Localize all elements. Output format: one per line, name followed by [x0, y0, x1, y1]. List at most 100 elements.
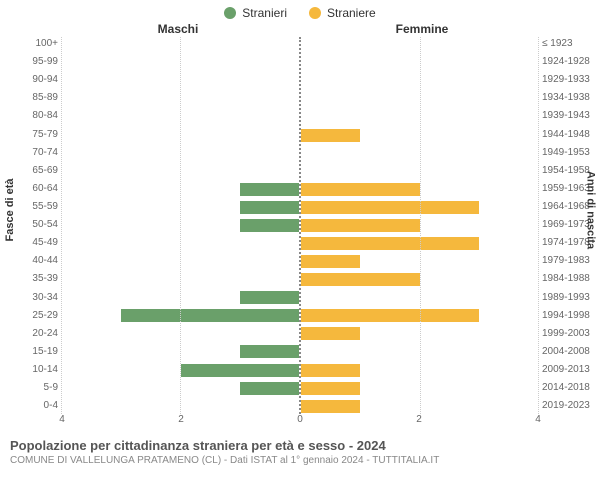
age-label: 30-34 — [4, 290, 58, 306]
legend-label-male: Stranieri — [242, 6, 287, 20]
bar-row — [301, 380, 538, 396]
bar-female — [301, 183, 420, 196]
legend-item-male: Stranieri — [224, 6, 287, 20]
birth-label: 1924-1928 — [542, 54, 596, 70]
bar-row — [62, 91, 299, 107]
bar-row — [301, 145, 538, 161]
bar-row — [301, 163, 538, 179]
plot-area: 100+95-9990-9485-8980-8475-7970-7465-696… — [0, 36, 600, 414]
bar-male — [121, 309, 299, 322]
bar-male — [240, 291, 299, 304]
legend-swatch-male — [224, 7, 236, 19]
bar-row — [301, 362, 538, 378]
bar-male — [181, 364, 300, 377]
birth-label: 2004-2008 — [542, 344, 596, 360]
bar-row — [301, 308, 538, 324]
age-label: 40-44 — [4, 253, 58, 269]
bar-female — [301, 400, 360, 413]
age-label: 85-89 — [4, 90, 58, 106]
bar-male — [240, 219, 299, 232]
bar-row — [62, 163, 299, 179]
legend-label-female: Straniere — [327, 6, 376, 20]
age-label: 95-99 — [4, 54, 58, 70]
age-label: 75-79 — [4, 127, 58, 143]
bar-row — [301, 236, 538, 252]
age-label: 100+ — [4, 36, 58, 52]
x-tick: 2 — [416, 414, 422, 425]
legend-item-female: Straniere — [309, 6, 376, 20]
x-axis-ticks: 42024 — [62, 414, 538, 432]
bar-row — [301, 37, 538, 53]
birth-label: 1944-1948 — [542, 127, 596, 143]
age-label: 20-24 — [4, 326, 58, 342]
age-label: 0-4 — [4, 398, 58, 414]
bar-row — [62, 344, 299, 360]
bar-row — [62, 380, 299, 396]
bar-row — [301, 290, 538, 306]
bar-row — [62, 290, 299, 306]
bar-female — [301, 382, 360, 395]
birth-label: 1999-2003 — [542, 326, 596, 342]
birth-label: 1979-1983 — [542, 253, 596, 269]
birth-label: 1929-1933 — [542, 72, 596, 88]
bar-row — [62, 218, 299, 234]
bar-female — [301, 219, 420, 232]
age-label: 25-29 — [4, 308, 58, 324]
column-headers: Maschi Femmine — [0, 22, 600, 36]
bars-area — [62, 36, 538, 414]
bar-female — [301, 237, 479, 250]
bars-male — [62, 37, 301, 414]
bar-row — [301, 55, 538, 71]
bar-row — [301, 344, 538, 360]
bar-female — [301, 201, 479, 214]
legend: Stranieri Straniere — [0, 0, 600, 22]
population-pyramid-chart: Fasce di età Anni di nascita Stranieri S… — [0, 0, 600, 500]
birth-label: 1994-1998 — [542, 308, 596, 324]
birth-label: 1989-1993 — [542, 290, 596, 306]
y-axis-label-right: Anni di nascita — [584, 171, 596, 249]
age-label: 70-74 — [4, 145, 58, 161]
bar-row — [62, 236, 299, 252]
age-label: 80-84 — [4, 108, 58, 124]
bar-row — [301, 326, 538, 342]
bar-row — [301, 73, 538, 89]
x-tick: 0 — [297, 414, 303, 425]
bar-row — [62, 55, 299, 71]
age-label: 10-14 — [4, 362, 58, 378]
bar-male — [240, 382, 299, 395]
bar-male — [240, 183, 299, 196]
birth-label: 1934-1938 — [542, 90, 596, 106]
bar-row — [62, 254, 299, 270]
bar-row — [62, 308, 299, 324]
age-label: 65-69 — [4, 163, 58, 179]
bar-row — [301, 218, 538, 234]
bar-row — [62, 182, 299, 198]
chart-footer: Popolazione per cittadinanza straniera p… — [0, 432, 600, 466]
bar-row — [301, 200, 538, 216]
bars-female — [301, 37, 538, 414]
birth-label: ≤ 1923 — [542, 36, 596, 52]
bar-female — [301, 327, 360, 340]
bar-row — [62, 326, 299, 342]
bar-row — [62, 145, 299, 161]
x-tick: 4 — [535, 414, 541, 425]
bar-row — [62, 37, 299, 53]
age-label: 5-9 — [4, 380, 58, 396]
chart-title: Popolazione per cittadinanza straniera p… — [10, 438, 590, 453]
legend-swatch-female — [309, 7, 321, 19]
birth-label: 2014-2018 — [542, 380, 596, 396]
birth-label: 1949-1953 — [542, 145, 596, 161]
birth-label: 1984-1988 — [542, 271, 596, 287]
bar-row — [301, 109, 538, 125]
birth-label: 2009-2013 — [542, 362, 596, 378]
x-axis: 42024 — [0, 414, 600, 432]
birth-label: 1939-1943 — [542, 108, 596, 124]
bar-female — [301, 309, 479, 322]
age-label: 35-39 — [4, 271, 58, 287]
bar-row — [62, 127, 299, 143]
bar-row — [301, 254, 538, 270]
bar-row — [62, 200, 299, 216]
bar-male — [240, 201, 299, 214]
bar-female — [301, 129, 360, 142]
age-label: 15-19 — [4, 344, 58, 360]
